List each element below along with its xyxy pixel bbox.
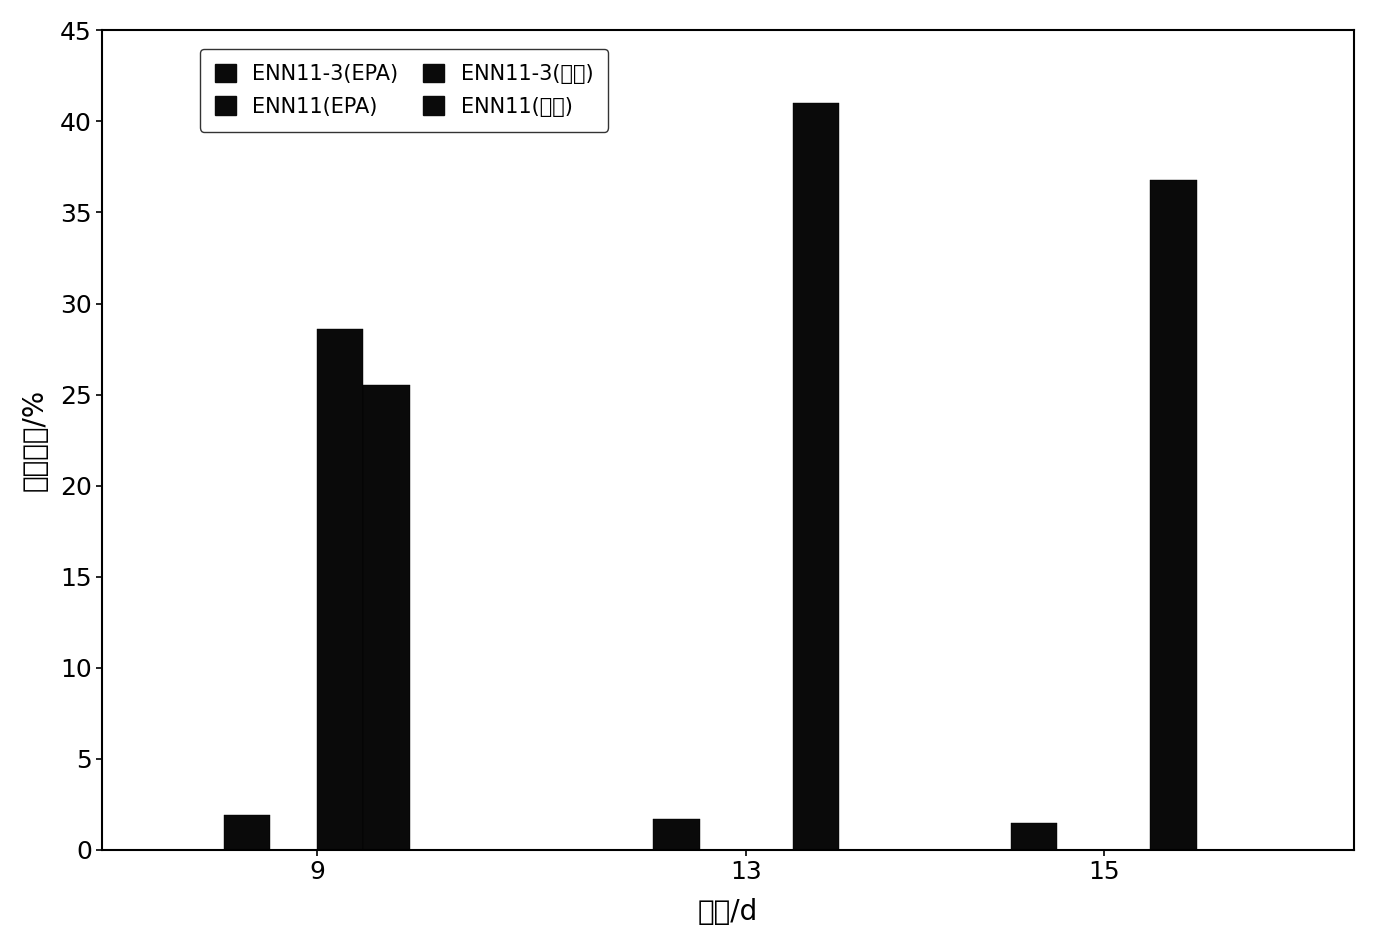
Bar (316, 329, 363, 849)
X-axis label: 时间/d: 时间/d (698, 898, 759, 926)
Bar (1011, 823, 1057, 849)
Bar (653, 819, 700, 849)
Bar (792, 103, 839, 849)
Bar (363, 385, 410, 849)
Y-axis label: 百分含量/%: 百分含量/% (21, 389, 50, 491)
Legend: ENN11-3(EPA), ENN11(EPA), ENN11-3(总脂), ENN11(总脂): ENN11-3(EPA), ENN11(EPA), ENN11-3(总脂), E… (201, 49, 608, 132)
Bar (224, 815, 271, 849)
Bar (1151, 180, 1196, 849)
